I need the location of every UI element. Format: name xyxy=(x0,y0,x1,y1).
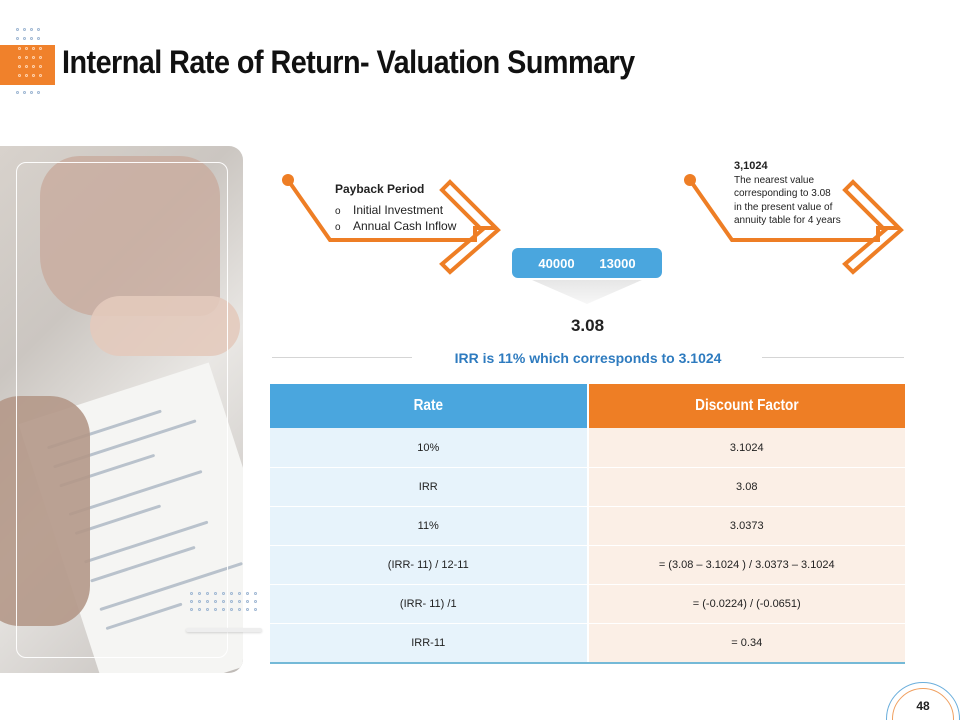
left-arrow-head xyxy=(439,179,501,275)
photo-dot-grid xyxy=(190,592,262,616)
annuity-note-line: The nearest value xyxy=(734,174,815,186)
rate-cell: 10% xyxy=(270,428,589,467)
annuity-note-line: corresponding to 3.08 xyxy=(734,188,831,199)
payback-bullets: Initial Investment Annual Cash Inflow xyxy=(335,203,456,235)
column-header-discount-factor: Discount Factor xyxy=(588,384,905,428)
discount-factor-cell: 3.08 xyxy=(588,467,905,506)
discount-factor-cell: = (-0.0224) / (-0.0651) xyxy=(588,584,905,623)
photo-accent-line xyxy=(186,628,262,632)
bullet-initial-investment: Initial Investment xyxy=(335,203,456,219)
rate-cell: IRR xyxy=(270,467,589,506)
title-accent-dots xyxy=(18,47,46,83)
column-header-rate: Rate xyxy=(270,384,589,428)
discount-factor-cell: 3.1024 xyxy=(588,428,905,467)
irr-statement-row: IRR is 11% which corresponds to 3.1024 xyxy=(272,348,904,368)
payback-period-block: Payback Period Initial Investment Annual… xyxy=(335,182,456,235)
annuity-note: 3,1024 The nearest value corresponding t… xyxy=(734,160,859,228)
annuity-note-heading: 3,1024 xyxy=(734,160,768,172)
payback-period-heading: Payback Period xyxy=(335,182,425,196)
bullet-annual-cash-inflow: Annual Cash Inflow xyxy=(335,219,456,235)
table-row: IRR-11 = 0.34 xyxy=(270,623,905,662)
pill-value-inflow: 13000 xyxy=(599,255,636,271)
photo-frame xyxy=(16,162,228,658)
page-number: 48 xyxy=(916,699,930,713)
table-row: (IRR- 11) / 12-11 = (3.08 – 3.1024 ) / 3… xyxy=(270,545,905,584)
annuity-note-line: in the present value of xyxy=(734,201,833,213)
investment-inflow-pill: 40000 13000 xyxy=(512,248,662,278)
discount-factor-cell: = 0.34 xyxy=(588,623,905,662)
table-row: 10% 3.1024 xyxy=(270,428,905,467)
table-row: (IRR- 11) /1 = (-0.0224) / (-0.0651) xyxy=(270,584,905,623)
irr-statement: IRR is 11% which corresponds to 3.1024 xyxy=(454,350,722,366)
payback-result: 3.08 xyxy=(570,316,605,335)
table-row: 11% 3.0373 xyxy=(270,506,905,545)
funnel-shape xyxy=(532,280,642,304)
right-arrow-head xyxy=(842,179,904,275)
discount-factor-cell: 3.0373 xyxy=(588,506,905,545)
table-header: Rate Discount Factor xyxy=(270,384,905,428)
rate-cell: 11% xyxy=(270,506,589,545)
business-meeting-photo xyxy=(0,146,243,673)
flow-arrows xyxy=(282,174,904,275)
pill-value-investment: 40000 xyxy=(538,255,575,271)
discount-factor-cell: = (3.08 – 3.1024 ) / 3.0373 – 3.1024 xyxy=(588,545,905,584)
divider-left xyxy=(272,357,412,358)
annuity-note-line: annuity table for 4 years xyxy=(734,215,841,226)
divider-right xyxy=(762,357,904,358)
table-row: IRR 3.08 xyxy=(270,467,905,506)
rate-cell: (IRR- 11) / 12-11 xyxy=(270,545,589,584)
irr-table: Rate Discount Factor 10% 3.1024 IRR 3.08… xyxy=(270,384,905,664)
page-title: Internal Rate of Return- Valuation Summa… xyxy=(62,44,635,80)
rate-cell: (IRR- 11) /1 xyxy=(270,584,589,623)
rate-cell: IRR-11 xyxy=(270,623,589,662)
